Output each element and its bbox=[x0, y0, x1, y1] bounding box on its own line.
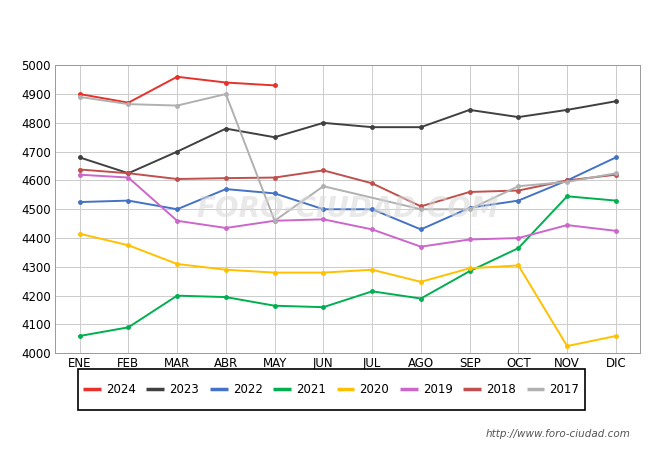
Text: 2018: 2018 bbox=[486, 383, 516, 396]
Text: FORO-CIUDAD.COM: FORO-CIUDAD.COM bbox=[196, 195, 499, 223]
FancyBboxPatch shape bbox=[78, 369, 585, 410]
Text: 2019: 2019 bbox=[422, 383, 452, 396]
Text: 2024: 2024 bbox=[106, 383, 136, 396]
Text: Afiliados en Sestao a 31/5/2024: Afiliados en Sestao a 31/5/2024 bbox=[187, 19, 463, 37]
Text: 2023: 2023 bbox=[169, 383, 199, 396]
Text: 2017: 2017 bbox=[549, 383, 579, 396]
Text: 2022: 2022 bbox=[233, 383, 263, 396]
Text: 2021: 2021 bbox=[296, 383, 326, 396]
Text: 2020: 2020 bbox=[359, 383, 389, 396]
Text: http://www.foro-ciudad.com: http://www.foro-ciudad.com bbox=[486, 429, 630, 439]
